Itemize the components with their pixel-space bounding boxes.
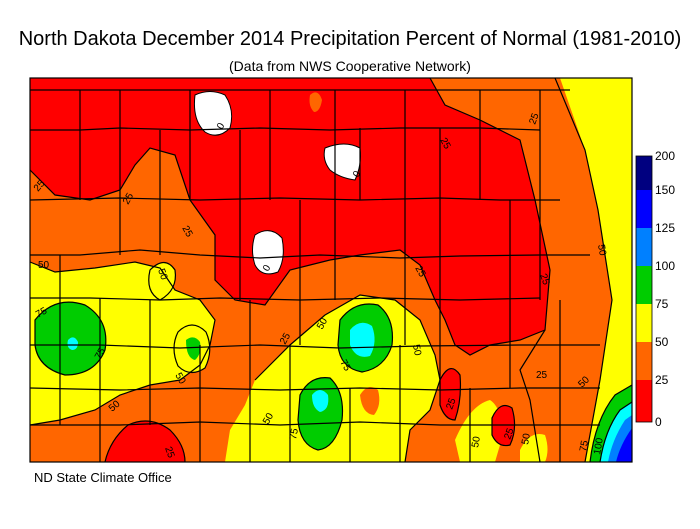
cyan-region-central bbox=[350, 322, 375, 357]
south-yellow-east2 bbox=[520, 434, 548, 462]
map-subtitle: (Data from NWS Cooperative Network) bbox=[229, 58, 471, 74]
contour-label: 50 bbox=[172, 371, 187, 387]
contour-label: 50 bbox=[261, 411, 276, 427]
contour-label: 25 bbox=[536, 370, 548, 381]
red-tongue-south-central bbox=[440, 368, 461, 420]
orange-blob-north bbox=[309, 92, 322, 112]
legend-bin-75-100 bbox=[636, 266, 652, 304]
contour-label: 50 bbox=[315, 316, 330, 332]
contour-label: 75 bbox=[34, 305, 50, 320]
contour-label: 25 bbox=[179, 224, 194, 240]
contour-lines bbox=[29, 77, 633, 463]
legend-tick-label: 200 bbox=[655, 149, 675, 163]
contour-label: 25 bbox=[437, 136, 452, 152]
contour-label: 25 bbox=[502, 426, 516, 441]
contour-label: 75 bbox=[337, 358, 352, 374]
contour-label: 25 bbox=[412, 264, 427, 280]
legend-bin-25-50 bbox=[636, 342, 652, 380]
east-orange-band bbox=[430, 78, 612, 462]
map-title: North Dakota December 2014 Precipitation… bbox=[18, 28, 682, 50]
orange-blob-south-central bbox=[360, 386, 380, 415]
contour-label: 0 bbox=[261, 263, 274, 274]
white-area-north bbox=[194, 91, 233, 136]
contour-label: 25 bbox=[278, 331, 293, 347]
legend: 200 150 125 100 75 50 25 0 bbox=[635, 149, 675, 429]
contour-label: 50 bbox=[595, 244, 608, 257]
legend-tick-label: 50 bbox=[655, 335, 669, 349]
contour-label: 0 bbox=[215, 121, 228, 132]
contour-label: 25 bbox=[527, 111, 541, 126]
contour-label: 50 bbox=[410, 344, 423, 357]
contour-label: 25 bbox=[162, 445, 176, 460]
contour-label: 75 bbox=[93, 346, 108, 362]
legend-tick-label: 100 bbox=[655, 259, 675, 273]
contour-label: 50 bbox=[155, 267, 169, 282]
contour-label: 0 bbox=[351, 169, 364, 180]
legend-tick-label: 125 bbox=[655, 221, 675, 235]
credit-label: ND State Climate Office bbox=[34, 470, 172, 485]
south-yellow-east bbox=[455, 400, 502, 462]
legend-bin-150-200 bbox=[636, 190, 652, 228]
legend-frame bbox=[635, 155, 653, 423]
contour-label: 25 bbox=[537, 272, 551, 287]
contour-label: 25 bbox=[121, 191, 136, 207]
green-blob-small bbox=[186, 337, 201, 360]
legend-bin-200-plus bbox=[636, 156, 652, 190]
green-region-south bbox=[298, 377, 343, 450]
legend-bin-50-75 bbox=[636, 304, 652, 342]
yellow-blob-west bbox=[148, 262, 176, 300]
contour-label: 50 bbox=[470, 435, 483, 448]
contour-label: 100 bbox=[592, 437, 606, 456]
contour-label: 75 bbox=[288, 427, 301, 440]
east-yellow-strip bbox=[555, 78, 632, 462]
contour-label: 75 bbox=[578, 439, 591, 452]
white-area-northcentral bbox=[323, 143, 361, 181]
white-area-central bbox=[252, 230, 284, 275]
legend-bin-125-150 bbox=[636, 228, 652, 266]
legend-bin-0-25 bbox=[636, 380, 652, 422]
darkblue-band-southeast bbox=[616, 428, 632, 462]
contour-label-layer: 25 25 25 25 25 25 25 25 25 25 25 25 50 5… bbox=[32, 111, 608, 459]
legend-tick-label: 0 bbox=[655, 415, 662, 429]
cyan-region-south bbox=[312, 390, 329, 412]
legend-tick-label: 25 bbox=[655, 373, 669, 387]
state-outline bbox=[29, 77, 633, 463]
red-blob-southwest bbox=[105, 421, 185, 462]
county-boundaries bbox=[29, 89, 600, 462]
legend-tick-label: 150 bbox=[655, 183, 675, 197]
legend-tick-label: 75 bbox=[655, 297, 669, 311]
cyan-blob-west bbox=[67, 337, 78, 350]
contour-label: 50 bbox=[520, 432, 533, 445]
contour-label: 50 bbox=[38, 260, 50, 271]
contour-label: 25 bbox=[444, 396, 458, 411]
